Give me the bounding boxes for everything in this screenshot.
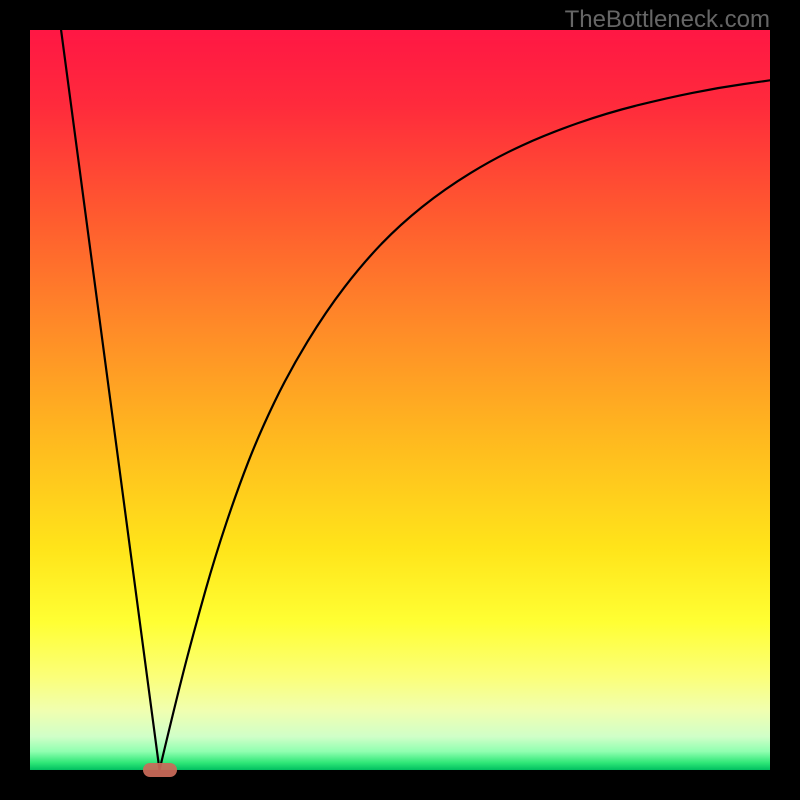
plot-area [30, 30, 770, 770]
chart-frame: TheBottleneck.com [0, 0, 800, 800]
optimal-marker [143, 763, 177, 777]
bottleneck-curve [30, 30, 770, 770]
watermark-text: TheBottleneck.com [565, 6, 770, 34]
